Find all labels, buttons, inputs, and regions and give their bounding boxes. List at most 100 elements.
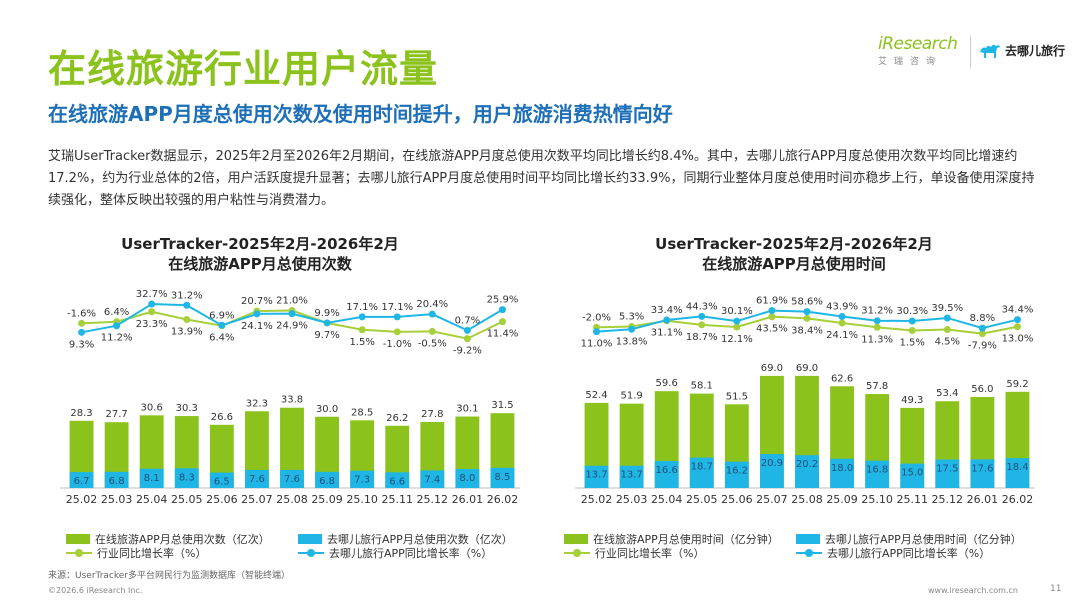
- legend-label: 去哪儿旅行APP同比增长率（%）: [827, 547, 991, 560]
- x-tick-label: 26.01: [452, 493, 484, 506]
- logo-divider: [970, 36, 971, 68]
- qunar-growth-label: 20.4%: [416, 299, 448, 310]
- point-qunar-growth: [593, 328, 601, 336]
- bar-total-label: 30.6: [141, 402, 163, 413]
- bar-qunar-label: 7.6: [249, 474, 265, 485]
- industry-growth-label: 4.5%: [935, 337, 960, 348]
- x-tick-label: 25.07: [241, 493, 273, 506]
- bar-qunar-label: 15.0: [901, 468, 923, 479]
- point-qunar-growth: [698, 312, 706, 320]
- legend-label: 去哪儿旅行APP同比增长率（%）: [329, 547, 493, 560]
- bar-total: [315, 416, 340, 488]
- bar-qunar-label: 16.2: [726, 466, 748, 477]
- x-tick-label: 25.06: [206, 493, 238, 506]
- footer-url: www.iresearch.com.cn: [928, 586, 1018, 595]
- point-qunar-growth: [393, 313, 401, 321]
- industry-growth-label: -1.0%: [383, 339, 412, 350]
- bar-qunar: [619, 465, 644, 488]
- bar-total-label: 28.3: [70, 408, 92, 419]
- bar-total-label: 51.9: [620, 391, 642, 402]
- bar-qunar: [830, 458, 855, 488]
- bar-total-label: 27.7: [105, 409, 127, 420]
- bar-total: [104, 422, 129, 488]
- point-qunar-growth: [183, 301, 191, 309]
- bar-qunar: [209, 472, 234, 488]
- legend-label: 在线旅游APP月总使用次数（亿次）: [95, 533, 270, 546]
- qunar-growth-label: 30.3%: [896, 306, 928, 317]
- x-tick-label: 25.04: [136, 493, 168, 506]
- page-subtitle: 在线旅游APP月度总使用次数及使用时间提升，用户旅游消费热情向好: [48, 102, 673, 126]
- point-qunar-growth: [768, 307, 776, 315]
- bar-qunar: [865, 460, 890, 488]
- qunar-growth-label: -2.0%: [582, 312, 611, 323]
- point-qunar-growth: [78, 328, 86, 336]
- point-industry-growth: [148, 308, 156, 316]
- x-tick-label: 25.08: [791, 493, 823, 506]
- bar-qunar-label: 8.5: [495, 472, 511, 483]
- industry-growth-label: 31.1%: [651, 328, 683, 339]
- bar-qunar-label: 8.3: [179, 472, 195, 483]
- bar-total: [209, 424, 234, 488]
- bar-qunar: [69, 472, 94, 488]
- point-industry-growth: [428, 327, 436, 335]
- industry-growth-label: 11.4%: [487, 329, 519, 340]
- industry-growth-label: 11.3%: [861, 334, 893, 345]
- point-industry-growth: [393, 328, 401, 336]
- bar-total-label: 51.5: [726, 391, 748, 402]
- qunar-growth-label: 43.9%: [826, 302, 858, 313]
- point-industry-growth: [498, 318, 506, 326]
- bar-qunar-label: 16.6: [656, 465, 678, 476]
- point-industry-growth: [803, 314, 811, 322]
- x-tick-label: 25.08: [276, 493, 308, 506]
- bar-qunar-label: 17.5: [936, 464, 958, 475]
- legend-swatch: [298, 548, 324, 558]
- chart1-title: UserTracker-2025年2月-2026年2月 在线旅游APP月总使用次…: [60, 234, 460, 274]
- point-industry-growth: [733, 323, 741, 331]
- industry-growth-label: 6.4%: [209, 333, 234, 344]
- qunar-growth-label: 61.9%: [756, 296, 788, 307]
- bar-qunar: [970, 459, 995, 488]
- bar-qunar-label: 17.6: [971, 463, 993, 474]
- x-tick-label: 25.09: [311, 493, 343, 506]
- bar-total-label: 33.8: [281, 395, 303, 406]
- industry-growth-label: 1.5%: [349, 337, 374, 348]
- x-tick-label: 25.11: [381, 493, 413, 506]
- point-qunar-growth: [663, 316, 671, 324]
- industry-growth-label: 11.2%: [101, 333, 133, 344]
- legend-swatch: [796, 548, 822, 558]
- bar-total-label: 59.2: [1006, 379, 1028, 390]
- x-tick-label: 25.02: [581, 493, 613, 506]
- legend-swatch: [66, 548, 92, 558]
- industry-growth-label: 18.7%: [686, 332, 718, 343]
- qunar-growth-label: 0.7%: [455, 315, 480, 326]
- industry-growth-label: -9.2%: [453, 346, 482, 357]
- point-qunar-growth: [838, 313, 846, 321]
- qunar-growth-label: 25.9%: [487, 295, 519, 306]
- industry-growth-label: 24.1%: [826, 330, 858, 341]
- legend-label: 去哪儿旅行APP月总使用时间（亿分钟）: [825, 533, 1022, 546]
- qunar-growth-label: 30.1%: [721, 306, 753, 317]
- bar-total: [69, 420, 94, 488]
- x-tick-label: 25.10: [346, 493, 378, 506]
- qunar-growth-label: 39.5%: [931, 303, 963, 314]
- legend-label: 去哪儿旅行APP月总使用次数（亿次）: [327, 533, 513, 546]
- x-tick-label: 25.02: [66, 493, 98, 506]
- legend-swatch: [298, 534, 322, 544]
- qunar-growth-label: 6.9%: [209, 310, 234, 321]
- industry-growth-label: 1.5%: [900, 338, 925, 349]
- bar-qunar-label: 13.7: [620, 470, 642, 481]
- bar-qunar-label: 6.7: [74, 476, 90, 487]
- industry-growth-label: 9.7%: [314, 330, 339, 341]
- page-title: 在线旅游行业用户流量: [48, 47, 439, 91]
- bar-total-label: 31.5: [491, 400, 513, 411]
- bar-qunar: [104, 471, 129, 488]
- point-qunar-growth: [323, 319, 331, 327]
- legend-label: 行业同比增长率（%）: [97, 547, 207, 560]
- legend-item: 去哪儿旅行APP同比增长率（%）: [796, 545, 990, 561]
- bar-qunar: [350, 470, 375, 488]
- industry-growth-label: 9.3%: [69, 339, 94, 350]
- qunar-logo-name: 去哪儿旅行: [1005, 43, 1066, 58]
- bar-qunar: [900, 463, 925, 488]
- point-qunar-growth: [943, 314, 951, 322]
- qunar-growth-label: 31.2%: [861, 306, 893, 317]
